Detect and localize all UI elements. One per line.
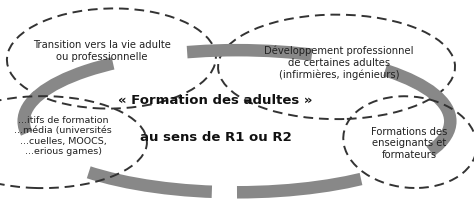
Text: Développement professionnel
de certaines adultes
(infirmières, ingénieurs): Développement professionnel de certaines… bbox=[264, 46, 414, 80]
Text: « Formation des adultes »: « Formation des adultes » bbox=[118, 94, 313, 107]
Text: au sens de R1 ou R2: au sens de R1 ou R2 bbox=[140, 131, 292, 144]
Text: ...itifs de formation
...média (universités
...cuelles, MOOCS,
...erious games): ...itifs de formation ...média (universi… bbox=[14, 116, 112, 156]
Text: Formations des
enseignants et
formateurs: Formations des enseignants et formateurs bbox=[371, 127, 447, 160]
Text: Transition vers la vie adulte
ou professionnelle: Transition vers la vie adulte ou profess… bbox=[33, 40, 171, 62]
